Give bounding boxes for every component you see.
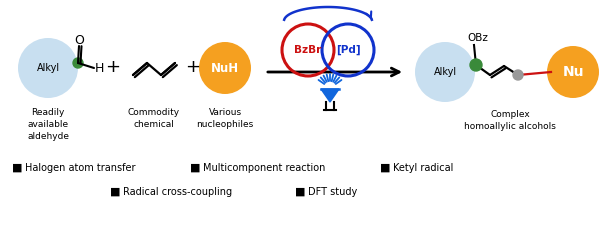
Text: Ketyl radical: Ketyl radical bbox=[393, 163, 453, 173]
Circle shape bbox=[199, 42, 251, 94]
Text: Readily
available
aldehyde: Readily available aldehyde bbox=[27, 108, 69, 141]
Circle shape bbox=[470, 59, 482, 71]
Text: ■: ■ bbox=[190, 163, 200, 173]
Text: ■: ■ bbox=[110, 187, 120, 197]
Text: Complex
homoallylic alcohols: Complex homoallylic alcohols bbox=[464, 110, 556, 131]
Text: Halogen atom transfer: Halogen atom transfer bbox=[25, 163, 135, 173]
Text: ■: ■ bbox=[380, 163, 391, 173]
Circle shape bbox=[513, 70, 523, 80]
Text: DFT study: DFT study bbox=[308, 187, 357, 197]
Circle shape bbox=[415, 42, 475, 102]
Text: Radical cross-coupling: Radical cross-coupling bbox=[123, 187, 232, 197]
Text: Nu: Nu bbox=[562, 65, 584, 79]
Text: H: H bbox=[95, 62, 104, 74]
Polygon shape bbox=[321, 89, 339, 102]
Text: Alkyl: Alkyl bbox=[433, 67, 456, 77]
Text: Commodity
chemical: Commodity chemical bbox=[128, 108, 180, 129]
Text: OBz: OBz bbox=[468, 33, 488, 43]
Circle shape bbox=[73, 58, 83, 68]
Text: BzBr: BzBr bbox=[294, 45, 321, 55]
Text: NuH: NuH bbox=[211, 62, 239, 74]
Text: Alkyl: Alkyl bbox=[37, 63, 60, 73]
Circle shape bbox=[547, 46, 599, 98]
Text: [Pd]: [Pd] bbox=[336, 45, 361, 55]
Circle shape bbox=[18, 38, 78, 98]
Text: ■: ■ bbox=[295, 187, 305, 197]
Text: ■: ■ bbox=[12, 163, 22, 173]
Text: Various
nucleophiles: Various nucleophiles bbox=[196, 108, 253, 129]
Text: +: + bbox=[185, 58, 200, 76]
Text: +: + bbox=[105, 58, 120, 76]
Text: Multicomponent reaction: Multicomponent reaction bbox=[203, 163, 325, 173]
Text: O: O bbox=[74, 33, 84, 47]
